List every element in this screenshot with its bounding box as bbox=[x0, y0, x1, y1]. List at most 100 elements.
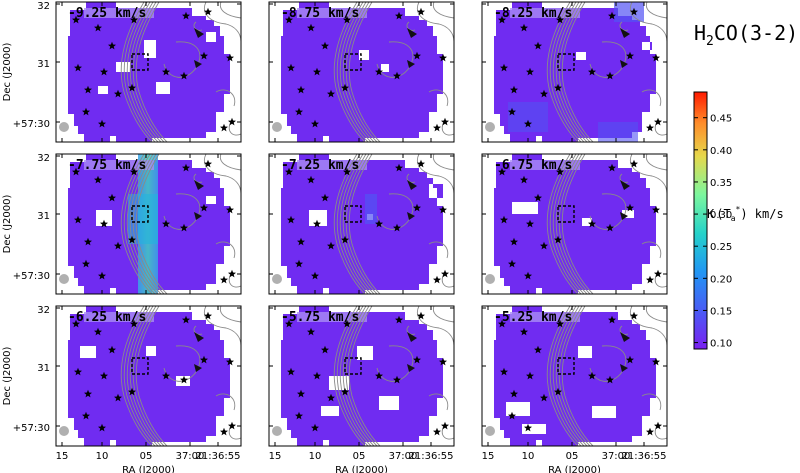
top-band bbox=[84, 160, 154, 170]
star-marker bbox=[128, 387, 136, 396]
velocity-label: -8.25 km/s bbox=[494, 6, 572, 21]
top-band bbox=[510, 160, 580, 170]
contour-line bbox=[135, 154, 168, 294]
channel-panel: -8.75 km/s bbox=[268, 1, 455, 143]
contour-line bbox=[219, 306, 241, 323]
contour-line bbox=[630, 306, 667, 347]
y-tick-label: 32 bbox=[37, 305, 50, 316]
top-band bbox=[297, 312, 367, 322]
contour-line bbox=[333, 154, 366, 294]
star-marker bbox=[204, 311, 212, 320]
contour-line bbox=[219, 154, 241, 171]
region-box bbox=[131, 357, 149, 375]
star-marker bbox=[287, 215, 295, 224]
contours bbox=[120, 306, 241, 446]
contour-line bbox=[432, 2, 454, 19]
tick-marks bbox=[482, 2, 667, 142]
star-marker bbox=[540, 241, 548, 250]
x-tick-label: 37:00 bbox=[389, 451, 418, 462]
y-tick-label: 31 bbox=[37, 363, 50, 374]
star-marker bbox=[180, 223, 188, 232]
panel-grid: -9.25 km/s 32 31 +57:30 Dec (J2000) -8.75 km/… bbox=[2, 1, 668, 473]
x-tick-label: 15 bbox=[482, 451, 495, 462]
contour-line bbox=[219, 2, 241, 19]
channel-panel: -7.25 km/s bbox=[268, 153, 455, 295]
star-marker bbox=[654, 269, 662, 278]
dark-feature bbox=[620, 60, 628, 68]
contour-line bbox=[417, 154, 454, 195]
contour-line bbox=[120, 154, 153, 294]
star-marker bbox=[108, 193, 116, 202]
contour-line bbox=[432, 306, 454, 323]
star-markers bbox=[285, 311, 449, 436]
star-marker bbox=[646, 123, 654, 132]
contour-line bbox=[561, 154, 594, 294]
contour-line bbox=[428, 393, 449, 411]
star-marker bbox=[307, 175, 315, 184]
dark-feature bbox=[407, 332, 417, 342]
star-marker bbox=[313, 67, 321, 76]
panel-frame bbox=[481, 153, 668, 295]
contour-line bbox=[345, 2, 378, 142]
star-marker bbox=[439, 53, 447, 62]
star-marker bbox=[114, 393, 122, 402]
tick-marks bbox=[482, 306, 667, 446]
star-marker bbox=[321, 345, 329, 354]
beam-ellipse bbox=[59, 426, 69, 436]
star-marker bbox=[606, 71, 614, 80]
contour-line bbox=[193, 173, 203, 183]
dark-feature bbox=[407, 60, 415, 68]
contour-line bbox=[215, 393, 236, 411]
star-marker bbox=[375, 371, 383, 380]
contour-line bbox=[345, 306, 378, 446]
panel-frame bbox=[481, 305, 668, 447]
dark-feature bbox=[407, 364, 415, 372]
tick-marks bbox=[56, 2, 241, 142]
star-marker bbox=[554, 83, 562, 92]
star-marker bbox=[556, 319, 564, 328]
contour-line bbox=[339, 306, 372, 446]
star-markers bbox=[72, 159, 236, 284]
star-marker bbox=[588, 219, 596, 228]
colorbar-gradient bbox=[693, 91, 708, 350]
star-marker bbox=[626, 51, 634, 60]
beam-ellipse bbox=[485, 274, 495, 284]
star-marker bbox=[554, 387, 562, 396]
star-marker bbox=[94, 23, 102, 32]
star-marker bbox=[94, 327, 102, 336]
star-marker bbox=[626, 355, 634, 364]
contour-line bbox=[417, 306, 454, 347]
emission-map bbox=[281, 2, 443, 142]
star-markers bbox=[285, 159, 449, 284]
panel-plot-area bbox=[485, 154, 667, 294]
star-marker bbox=[311, 119, 319, 128]
contour-line bbox=[123, 2, 156, 142]
star-marker bbox=[393, 71, 401, 80]
star-marker bbox=[98, 423, 106, 432]
contour-line bbox=[552, 306, 585, 446]
emission-peak bbox=[508, 102, 548, 132]
star-marker bbox=[498, 319, 506, 328]
contour-line bbox=[126, 154, 159, 294]
contour-line bbox=[215, 89, 236, 107]
y-tick-label: 32 bbox=[37, 153, 50, 164]
star-marker bbox=[554, 235, 562, 244]
contour-line bbox=[345, 154, 378, 294]
contour-line bbox=[619, 325, 629, 335]
contour-line bbox=[558, 306, 591, 446]
contours bbox=[120, 2, 241, 142]
star-marker bbox=[433, 275, 441, 284]
star-marker bbox=[228, 421, 236, 430]
star-marker bbox=[74, 367, 82, 376]
contour-line bbox=[549, 154, 582, 294]
contour-line bbox=[132, 2, 165, 142]
star-marker bbox=[295, 259, 303, 268]
dark-feature bbox=[407, 180, 417, 190]
star-marker bbox=[74, 63, 82, 72]
panel-frame bbox=[55, 153, 242, 295]
star-marker bbox=[297, 389, 305, 398]
tick-marks bbox=[482, 154, 667, 294]
star-marker bbox=[630, 7, 638, 16]
